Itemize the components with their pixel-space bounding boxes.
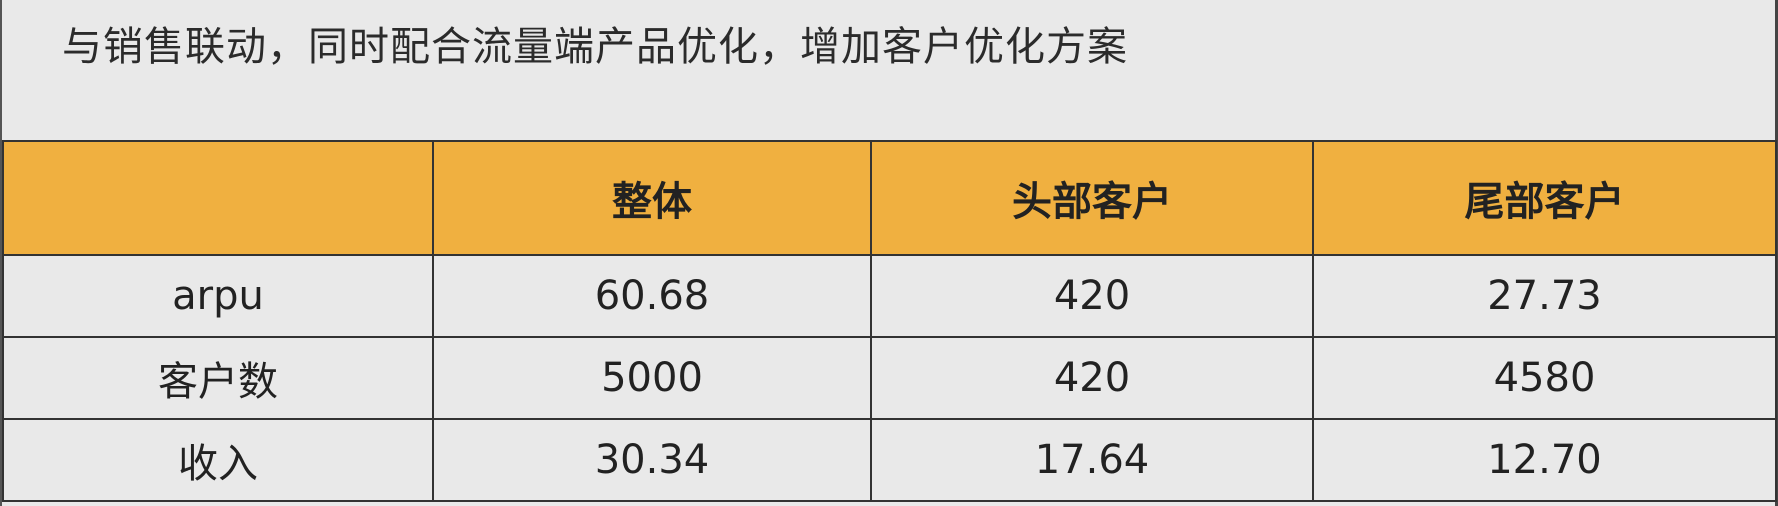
cell-arpu-tail: 27.73 [1312,254,1777,338]
header-cell-head-customers: 头部客户 [870,140,1314,256]
cell-revenue-overall: 30.34 [432,418,872,502]
header-cell-overall: 整体 [432,140,872,256]
row-label-arpu: arpu [2,254,434,338]
cell-arpu-overall: 60.68 [432,254,872,338]
table-row: arpu 60.68 420 27.73 [2,254,1777,338]
table-row: 客户数 5000 420 4580 [2,336,1777,420]
header-cell-empty [2,140,434,256]
header-cell-tail-customers: 尾部客户 [1312,140,1777,256]
cell-count-overall: 5000 [432,336,872,420]
cell-count-head: 420 [870,336,1314,420]
row-label-customer-count: 客户数 [2,336,434,420]
cell-arpu-head: 420 [870,254,1314,338]
cell-count-tail: 4580 [1312,336,1777,420]
cell-revenue-head: 17.64 [870,418,1314,502]
table-row: 收入 30.34 17.64 12.70 [2,418,1777,502]
slide-title: 与销售联动，同时配合流量端产品优化，增加客户优化方案 [62,24,1128,70]
row-label-revenue: 收入 [2,418,434,502]
data-table: 整体 头部客户 尾部客户 arpu 60.68 420 27.73 客户数 50… [2,140,1777,502]
table-header-row: 整体 头部客户 尾部客户 [2,140,1777,256]
cell-revenue-tail: 12.70 [1312,418,1777,502]
